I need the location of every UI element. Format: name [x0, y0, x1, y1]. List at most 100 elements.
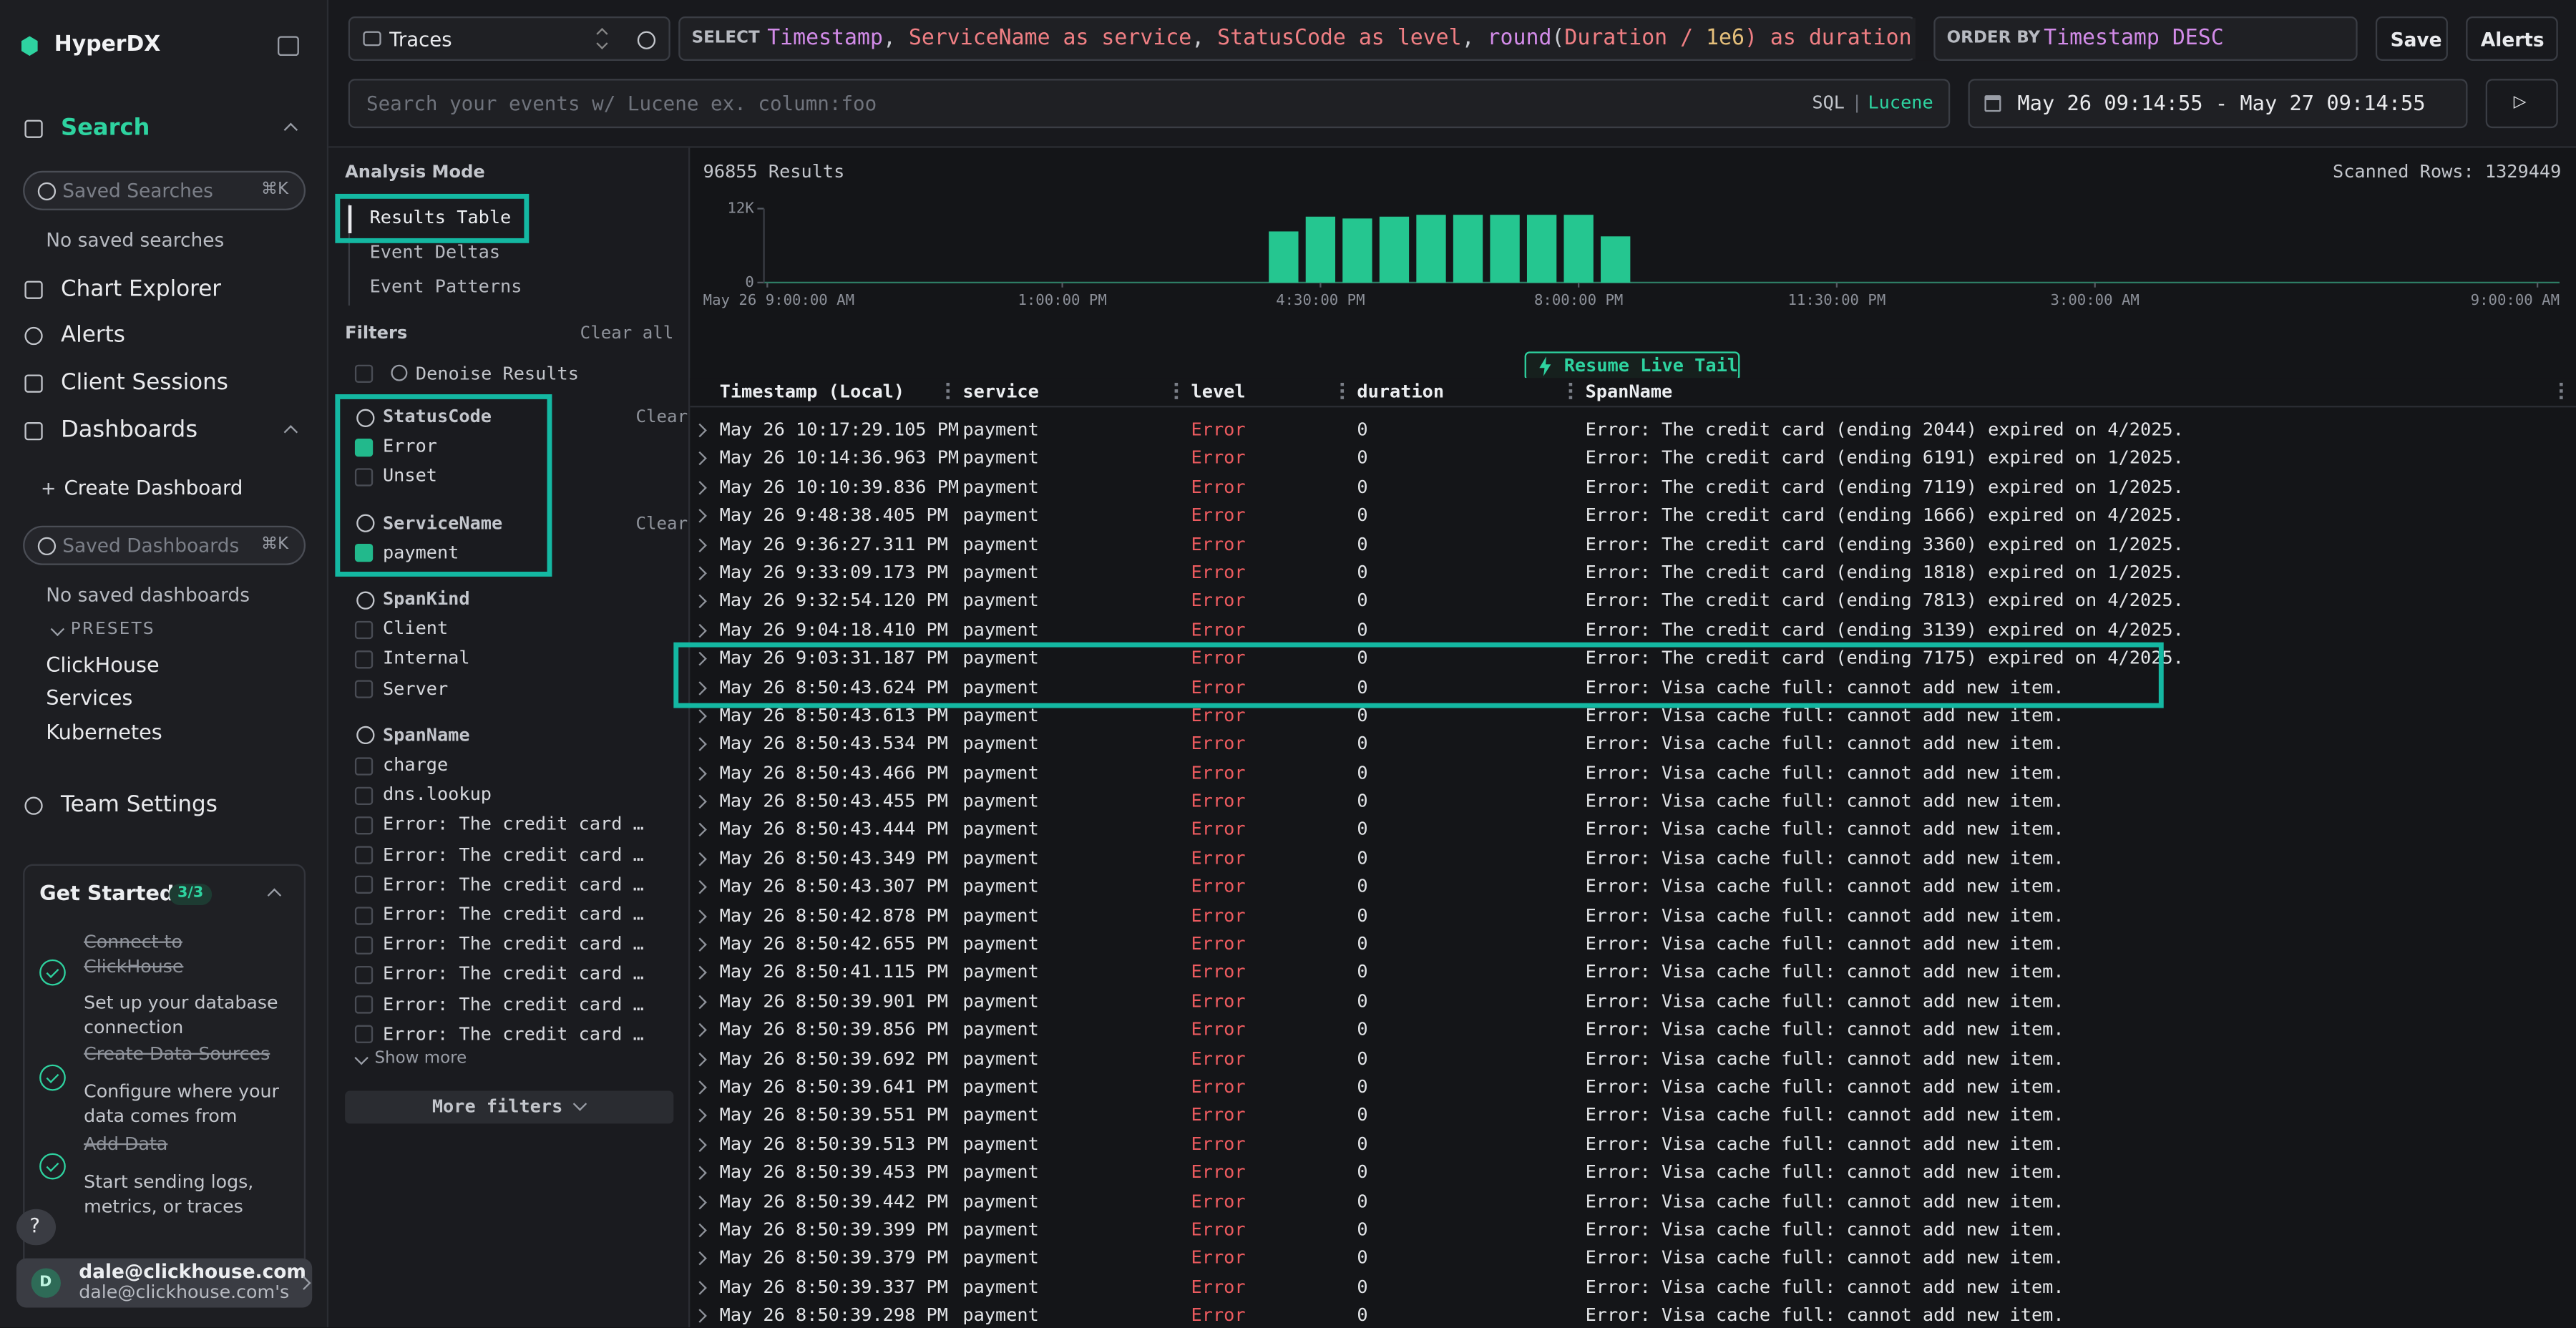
- checkbox[interactable]: [355, 846, 373, 864]
- table-cell: payment: [962, 788, 1038, 815]
- checkbox[interactable]: [355, 816, 373, 834]
- table-cell: payment: [962, 760, 1038, 786]
- filter-option[interactable]: Error: The credit card …: [383, 842, 644, 869]
- table-cell: payment: [962, 874, 1038, 901]
- column-header[interactable]: service: [962, 379, 1038, 406]
- table-cell: May 26 10:14:36.963 PM: [720, 446, 960, 472]
- checkbox[interactable]: [355, 1025, 373, 1043]
- table-cell: payment: [962, 474, 1038, 501]
- checkbox[interactable]: [355, 680, 373, 698]
- table-cell: payment: [962, 1074, 1038, 1100]
- checkbox[interactable]: [355, 966, 373, 984]
- table-cell: Error: Visa cache full: cannot add new i…: [1586, 960, 2064, 987]
- table-cell: Error: Visa cache full: cannot add new i…: [1586, 1017, 2064, 1044]
- table-cell: 0: [1357, 817, 1367, 844]
- checkbox[interactable]: [355, 756, 373, 774]
- table-cell: payment: [962, 1246, 1038, 1272]
- column-header[interactable]: level: [1191, 379, 1246, 406]
- step-title: Connect to ClickHouse: [84, 929, 215, 979]
- filter-option[interactable]: Error: The credit card …: [383, 992, 644, 1018]
- table-cell: payment: [962, 989, 1038, 1015]
- table-cell: May 26 8:50:39.298 PM: [720, 1303, 948, 1328]
- table-cell: Error: Visa cache full: cannot add new i…: [1586, 1246, 2064, 1272]
- histogram-bar: [1306, 217, 1335, 283]
- denoise-icon: [391, 365, 407, 381]
- get-started-title: Get Started: [39, 881, 174, 907]
- filter-option[interactable]: Internal: [383, 646, 470, 673]
- table-cell: payment: [962, 932, 1038, 958]
- table-cell: May 26 9:33:09.173 PM: [720, 560, 948, 587]
- team-settings[interactable]: Team Settings: [61, 792, 218, 819]
- table-cell: Error: [1191, 589, 1246, 615]
- filter-option[interactable]: Error: The credit card …: [383, 1022, 644, 1048]
- filter-option[interactable]: Error: The credit card …: [383, 812, 644, 839]
- table-cell: 0: [1357, 560, 1367, 587]
- column-header[interactable]: duration: [1357, 379, 1444, 406]
- column-resizer[interactable]: [946, 383, 950, 399]
- table-cell: 0: [1357, 1217, 1367, 1244]
- table-cell: payment: [962, 1046, 1038, 1073]
- nav-dashboards[interactable]: Dashboards: [61, 417, 197, 444]
- table-cell: Error: [1191, 960, 1246, 987]
- table-cell: 0: [1357, 731, 1367, 758]
- filter-option[interactable]: Client: [383, 616, 448, 643]
- table-cell: Error: The credit card (ending 1818) exp…: [1586, 560, 2184, 587]
- filter-option[interactable]: Server: [383, 676, 448, 703]
- table-cell: Error: Visa cache full: cannot add new i…: [1586, 817, 2064, 844]
- checkbox[interactable]: [355, 786, 373, 804]
- table-cell: 0: [1357, 446, 1367, 472]
- filter-clear[interactable]: Clear: [636, 510, 688, 537]
- filter-option[interactable]: Error: The credit card …: [383, 902, 644, 928]
- checkbox[interactable]: [355, 620, 373, 638]
- table-cell: Error: [1191, 446, 1246, 472]
- help-text: ?: [29, 1212, 40, 1239]
- table-cell: Error: Visa cache full: cannot add new i…: [1586, 1131, 2064, 1158]
- table-cell: 0: [1357, 532, 1367, 558]
- filter-clear[interactable]: Clear: [636, 404, 688, 431]
- table-cell: Error: The credit card (ending 7119) exp…: [1586, 474, 2184, 501]
- table-cell: Error: [1191, 760, 1246, 786]
- table-cell: May 26 10:10:39.836 PM: [720, 474, 960, 501]
- show-more[interactable]: Show more: [374, 1047, 467, 1073]
- table-cell: payment: [962, 446, 1038, 472]
- table-cell: Error: [1191, 417, 1246, 444]
- table-cell: Error: Visa cache full: cannot add new i…: [1586, 731, 2064, 758]
- table-cell: May 26 9:36:27.311 PM: [720, 532, 948, 558]
- filter-option[interactable]: charge: [383, 753, 448, 779]
- column-resizer[interactable]: [1175, 383, 1179, 399]
- checkbox[interactable]: [355, 650, 373, 668]
- column-header[interactable]: Timestamp (Local): [720, 379, 905, 406]
- column-header[interactable]: SpanName: [1586, 379, 1673, 406]
- table-cell: payment: [962, 1274, 1038, 1301]
- column-resizer[interactable]: [1340, 383, 1344, 399]
- histogram-bar: [1380, 217, 1409, 283]
- table-cell: May 26 9:04:18.410 PM: [720, 617, 948, 644]
- filter-option[interactable]: dns.lookup: [383, 782, 492, 809]
- column-resizer[interactable]: [2560, 383, 2563, 399]
- table-cell: May 26 8:50:43.349 PM: [720, 846, 948, 872]
- table-cell: payment: [962, 731, 1038, 758]
- x-tick-label: May 26 9:00:00 AM: [703, 291, 854, 308]
- filter-option[interactable]: Error: The credit card …: [383, 932, 644, 958]
- table-cell: 0: [1357, 1303, 1367, 1328]
- checkbox[interactable]: [355, 876, 373, 894]
- nav-item[interactable]: Client Sessions: [61, 370, 228, 396]
- table-cell: payment: [962, 817, 1038, 844]
- table-cell: May 26 8:50:39.337 PM: [720, 1274, 948, 1301]
- x-tick-label: 9:00:00 AM: [2471, 291, 2560, 308]
- column-resizer[interactable]: [1569, 383, 1573, 399]
- filter-option[interactable]: Error: The credit card …: [383, 872, 644, 899]
- table-cell: Error: [1191, 1188, 1246, 1215]
- create-dashboard[interactable]: Create Dashboard: [64, 475, 243, 502]
- checkbox[interactable]: [355, 906, 373, 924]
- table-cell: May 26 8:50:43.466 PM: [720, 760, 948, 786]
- table-cell: Error: [1191, 1131, 1246, 1158]
- checkbox[interactable]: [355, 996, 373, 1014]
- checkbox[interactable]: [355, 936, 373, 954]
- preset-item[interactable]: Kubernetes: [46, 720, 162, 746]
- preset-item[interactable]: Services: [46, 685, 132, 711]
- filter-option[interactable]: Error: The credit card …: [383, 962, 644, 988]
- table-cell: Error: [1191, 817, 1246, 844]
- checkbox[interactable]: [355, 364, 373, 382]
- preset-item[interactable]: ClickHouse: [46, 652, 159, 678]
